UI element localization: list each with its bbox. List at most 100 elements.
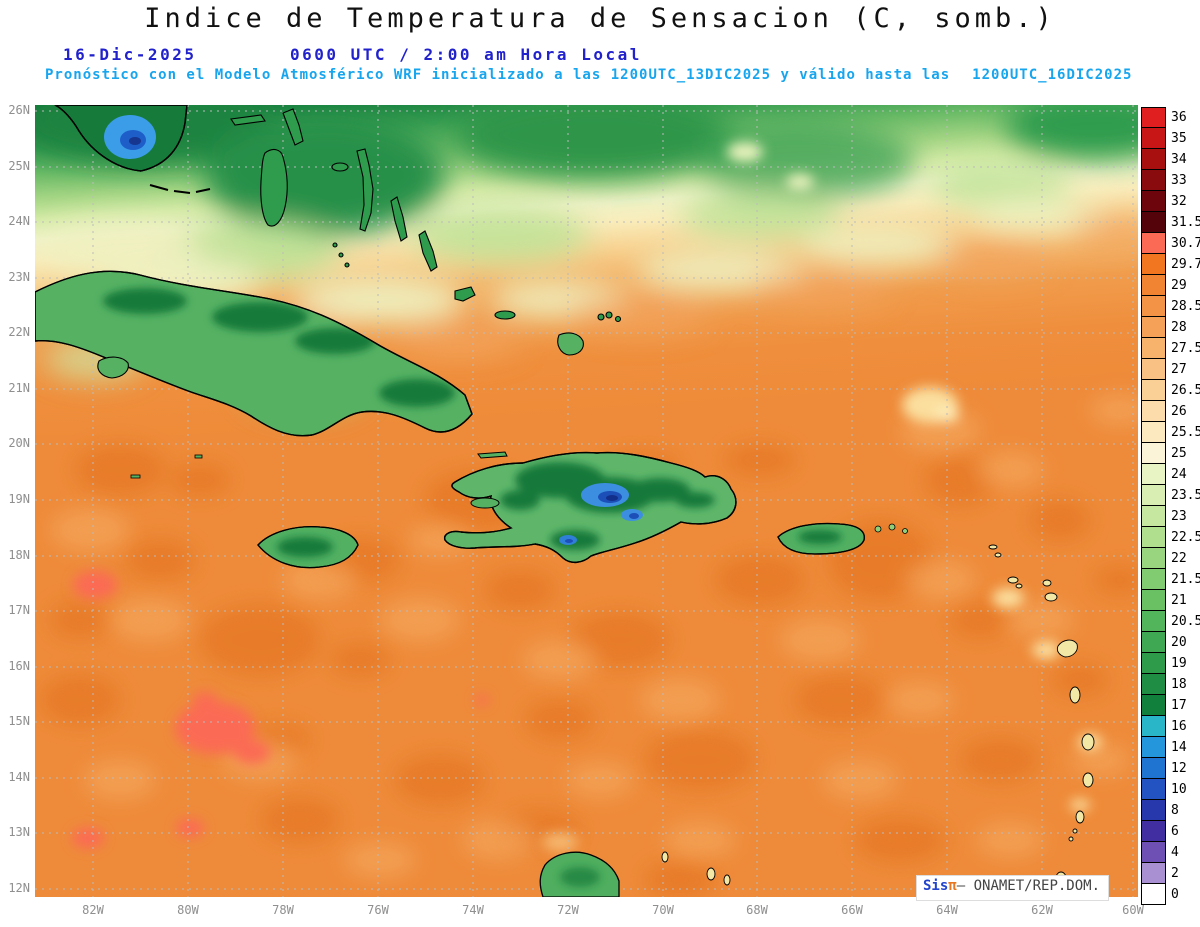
- colorbar-swatch: [1141, 863, 1166, 884]
- warm-texture-dark: [40, 444, 1138, 897]
- colorbar-swatch: [1141, 506, 1166, 527]
- colorbar-value: 17: [1171, 698, 1187, 713]
- colorbar-value: 14: [1171, 740, 1187, 755]
- curacao-island: [706, 867, 716, 881]
- colorbar-value: 25.5: [1171, 425, 1200, 440]
- lat-tick-label: 24N: [8, 214, 30, 228]
- colorbar-row: 6: [1141, 821, 1200, 842]
- lat-tick-label: 22N: [8, 325, 30, 339]
- cold-cores-hispaniola: [559, 483, 643, 545]
- colorbar-value: 33: [1171, 173, 1187, 188]
- lon-tick-label: 78W: [272, 903, 294, 917]
- colorbar-swatch: [1141, 632, 1166, 653]
- colorbar-swatch: [1141, 464, 1166, 485]
- watermark: Sisπ– ONAMET/REP.DOM.: [917, 876, 1109, 900]
- colorbar-row: 36: [1141, 107, 1200, 128]
- colorbar-swatch: [1141, 443, 1166, 464]
- colorbar-row: 21.5: [1141, 569, 1200, 590]
- colorbar-value: 22.5: [1171, 530, 1200, 545]
- colorbar-row: 26: [1141, 401, 1200, 422]
- lat-tick-label: 19N: [8, 492, 30, 506]
- colorbar-value: 18: [1171, 677, 1187, 692]
- colorbar-swatch: [1141, 569, 1166, 590]
- aruba-island: [661, 851, 669, 863]
- cuba-landmass: [35, 270, 473, 479]
- florida-keys: [149, 184, 211, 194]
- colorbar-swatch: [1141, 212, 1166, 233]
- lat-tick-label: 13N: [8, 825, 30, 839]
- lon-tick-label: 76W: [367, 903, 389, 917]
- colorbar-value: 22: [1171, 551, 1187, 566]
- colorbar-row: 32: [1141, 191, 1200, 212]
- colorbar-row: 21: [1141, 590, 1200, 611]
- colorbar-row: 10: [1141, 779, 1200, 800]
- isla-de-la-juventud: [97, 356, 129, 379]
- lat-tick-label: 17N: [8, 603, 30, 617]
- colorbar-row: 22: [1141, 548, 1200, 569]
- lon-tick-label: 82W: [82, 903, 104, 917]
- bonaire-island: [723, 874, 731, 886]
- colorbar-swatch: [1141, 149, 1166, 170]
- colorbar-row: 23: [1141, 506, 1200, 527]
- virgin-islands: [874, 523, 908, 534]
- colorbar-value: 29.7: [1171, 257, 1200, 272]
- colorbar-legend: 36 35 34 33 32 31.5 30.7 29.7 29 28.5 28 27.5 27 26.5…: [1141, 107, 1200, 905]
- colorbar-value: 27: [1171, 362, 1187, 377]
- colorbar-row: 33: [1141, 170, 1200, 191]
- colorbar-row: 8: [1141, 800, 1200, 821]
- lon-tick-label: 74W: [462, 903, 484, 917]
- colorbar-swatch: [1141, 485, 1166, 506]
- colorbar-row: 18: [1141, 674, 1200, 695]
- colorbar-swatch: [1141, 191, 1166, 212]
- puerto-rico-landmass: [777, 522, 908, 555]
- south-america-coast: [539, 851, 731, 897]
- lat-tick-label: 25N: [8, 159, 30, 173]
- map-canvas: [35, 105, 1138, 897]
- colorbar-value: 20: [1171, 635, 1187, 650]
- forecast-date: 16-Dic-2025: [63, 45, 197, 64]
- grid-lines: [35, 105, 1138, 897]
- lon-tick-label: 68W: [746, 903, 768, 917]
- colorbar-row: 20.5: [1141, 611, 1200, 632]
- colorbar-value: 31.5: [1171, 215, 1200, 230]
- colorbar-row: 20: [1141, 632, 1200, 653]
- colorbar-swatch: [1141, 275, 1166, 296]
- colorbar-swatch: [1141, 821, 1166, 842]
- colorbar-row: 23.5: [1141, 485, 1200, 506]
- colorbar-swatch: [1141, 170, 1166, 191]
- colorbar-swatch: [1141, 800, 1166, 821]
- colorbar-swatch: [1141, 401, 1166, 422]
- lon-tick-label: 60W: [1122, 903, 1144, 917]
- colorbar-row: 24: [1141, 464, 1200, 485]
- colorbar-value: 24: [1171, 467, 1187, 482]
- jamaica-landmass: [257, 526, 359, 569]
- lon-tick-label: 80W: [177, 903, 199, 917]
- forecast-valid-until: 1200UTC_16DIC2025: [972, 67, 1133, 83]
- colorbar-swatch: [1141, 716, 1166, 737]
- colorbar-value: 29: [1171, 278, 1187, 293]
- colorbar-row: 2: [1141, 863, 1200, 884]
- colorbar-row: 12: [1141, 758, 1200, 779]
- colorbar-swatch: [1141, 254, 1166, 275]
- colorbar-row: 31.5: [1141, 212, 1200, 233]
- colorbar-value: 19: [1171, 656, 1187, 671]
- colorbar-value: 34: [1171, 152, 1187, 167]
- watermark-pi-icon: π: [948, 878, 957, 894]
- colorbar-row: 19: [1141, 653, 1200, 674]
- lon-tick-label: 70W: [652, 903, 674, 917]
- colorbar-row: 16: [1141, 716, 1200, 737]
- colorbar-value: 23.5: [1171, 488, 1200, 503]
- colorbar-swatch: [1141, 359, 1166, 380]
- colorbar-value: 23: [1171, 509, 1187, 524]
- colorbar-swatch: [1141, 128, 1166, 149]
- colorbar-swatch: [1141, 653, 1166, 674]
- colorbar-swatch: [1141, 338, 1166, 359]
- lat-tick-label: 23N: [8, 270, 30, 284]
- florida-landmass: [54, 105, 211, 194]
- forecast-time: 0600 UTC / 2:00 am Hora Local: [290, 45, 642, 64]
- colorbar-row: 25: [1141, 443, 1200, 464]
- colorbar-row: 27.5: [1141, 338, 1200, 359]
- lat-tick-label: 18N: [8, 548, 30, 562]
- colorbar-swatch: [1141, 296, 1166, 317]
- colorbar-row: 30.7: [1141, 233, 1200, 254]
